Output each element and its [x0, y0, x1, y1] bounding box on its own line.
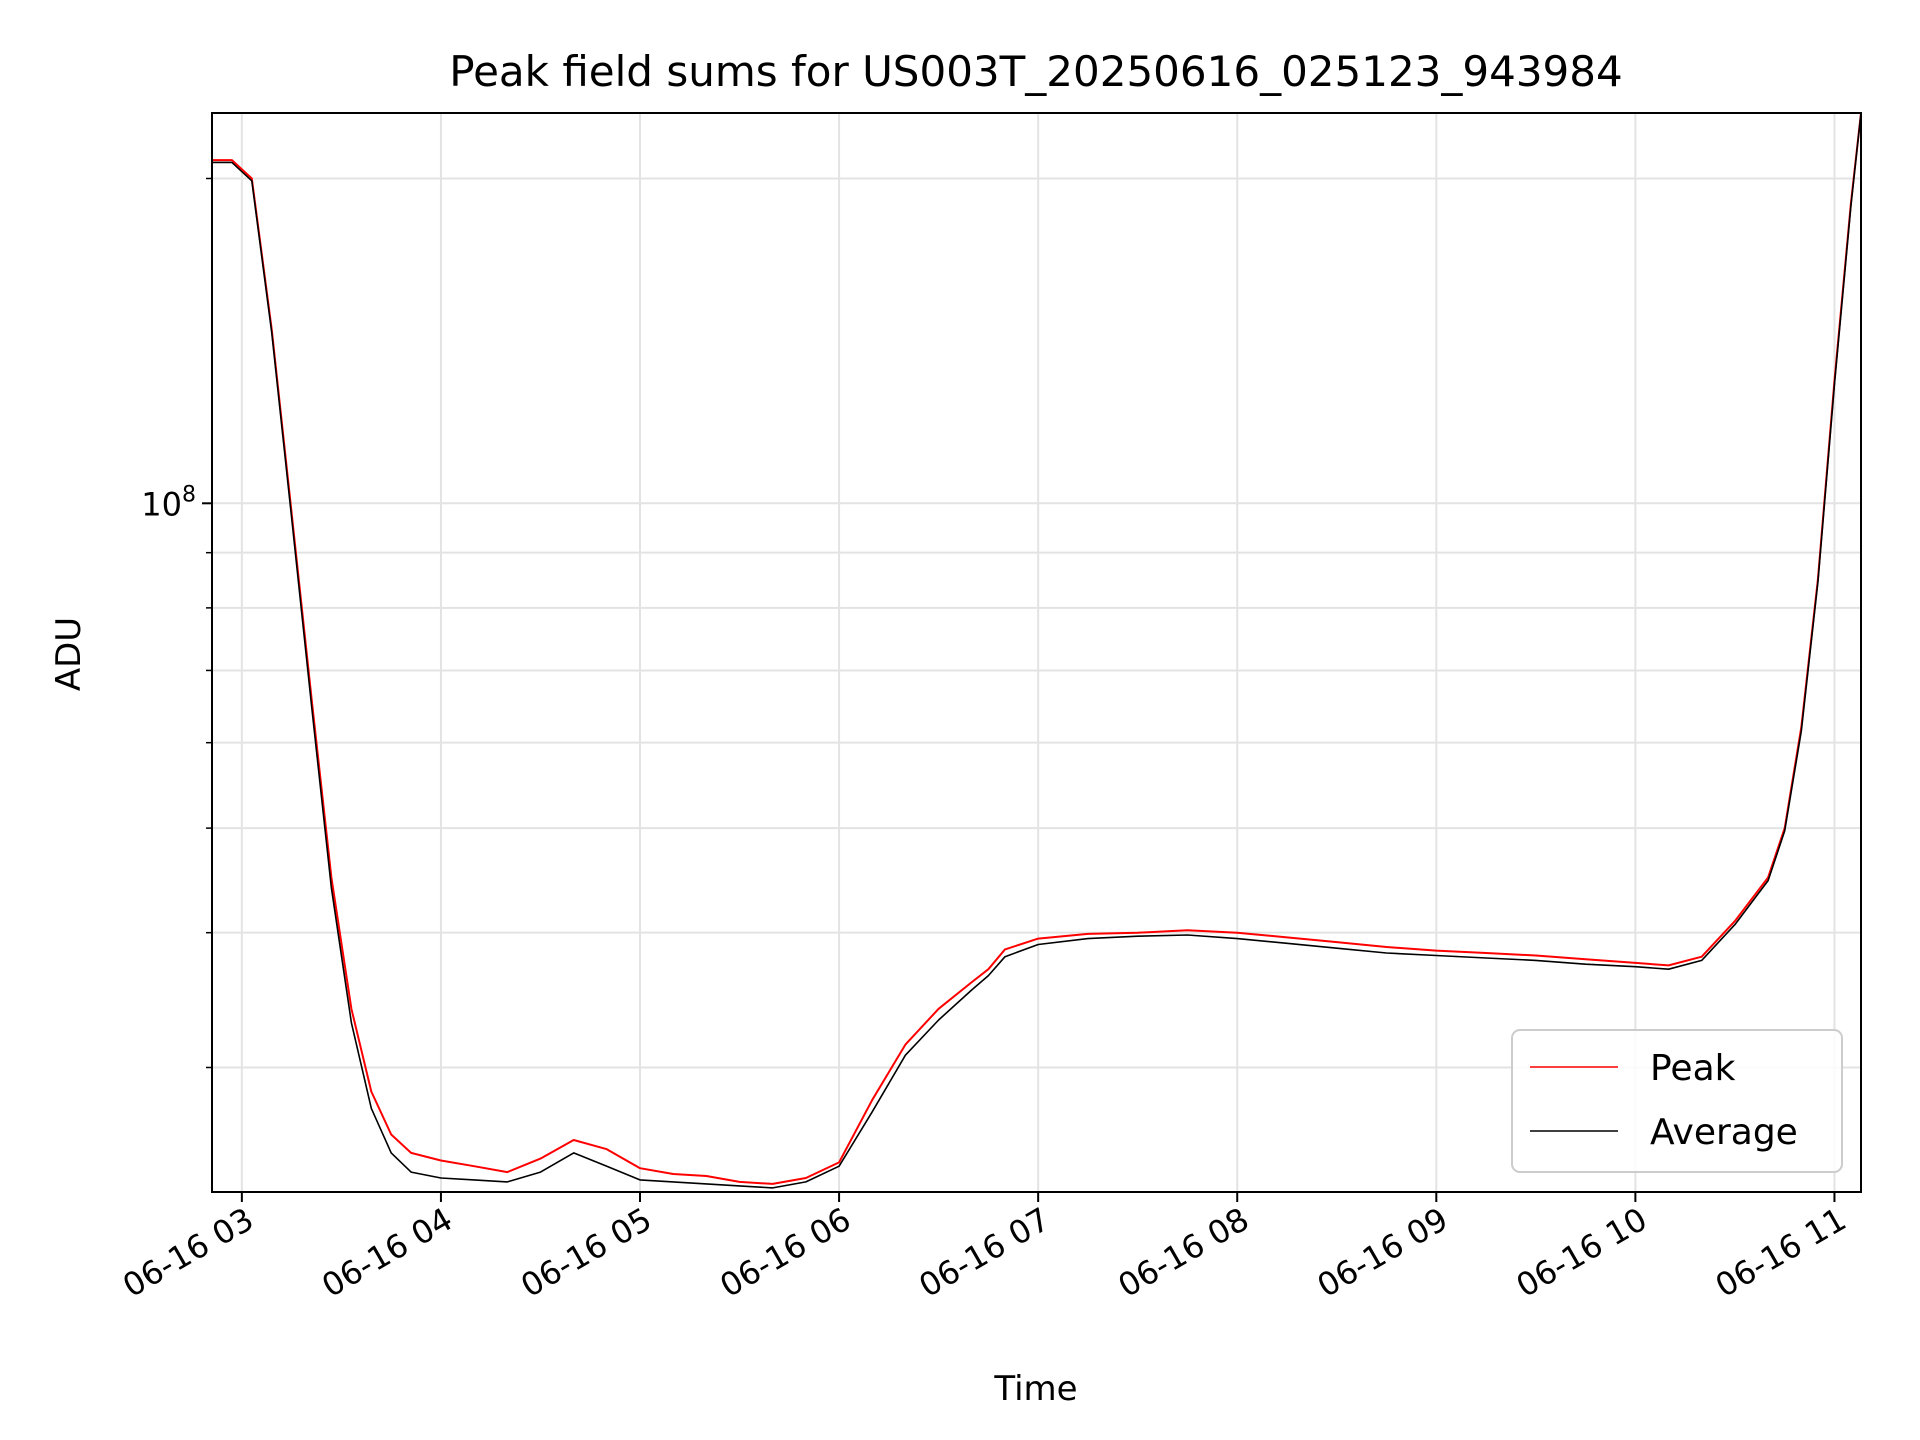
- y-tick-label: 108: [141, 482, 196, 523]
- legend-box: [1511, 1029, 1843, 1173]
- series-line-peak: [212, 113, 1861, 1185]
- y-axis-label: ADU: [49, 617, 89, 691]
- x-axis-label: Time: [993, 1369, 1077, 1409]
- legend: Peak Average: [1511, 1029, 1843, 1173]
- legend-average-label: Average: [1650, 1112, 1798, 1153]
- legend-peak-label: Peak: [1650, 1048, 1736, 1089]
- chart-title: Peak field sums for US003T_20250616_0251…: [449, 47, 1622, 96]
- series-line-average: [212, 113, 1861, 1189]
- plot-area: [212, 113, 1861, 1189]
- plot-frame: [211, 112, 1862, 1193]
